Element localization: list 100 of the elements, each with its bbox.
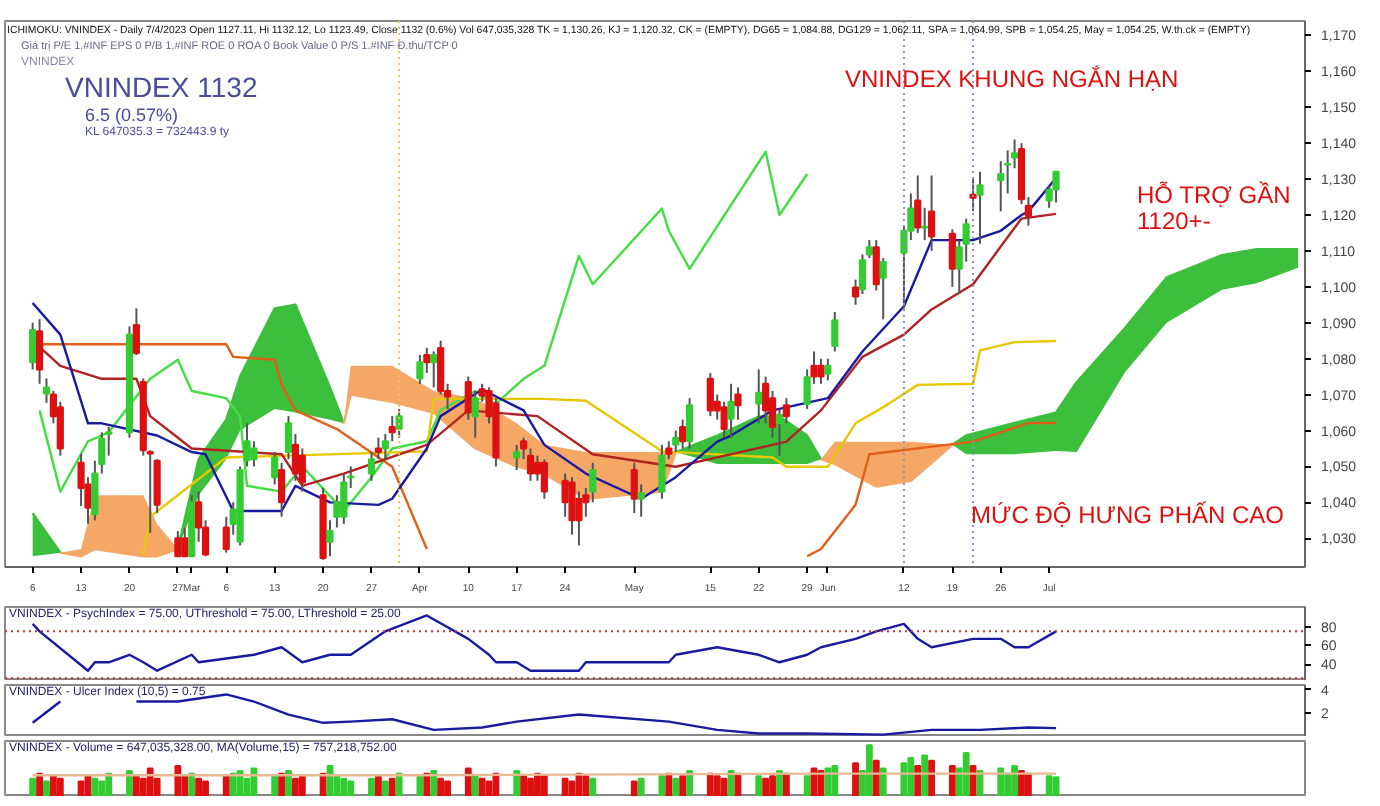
- bar: [520, 775, 528, 796]
- bar: [658, 775, 666, 796]
- candlestick: [430, 350, 438, 389]
- bar: [471, 775, 479, 796]
- candlestick: [658, 443, 666, 500]
- bar: [561, 777, 569, 796]
- annotation: MỨC ĐỘ HƯNG PHẤN CAO: [971, 501, 1285, 529]
- candlestick: [540, 458, 548, 500]
- bar: [464, 767, 472, 796]
- bar: [637, 777, 645, 796]
- candlestick: [706, 372, 714, 418]
- candlestick: [921, 206, 929, 242]
- bar: [229, 772, 237, 796]
- bar: [202, 780, 209, 796]
- candlestick: [630, 461, 638, 515]
- bar: [755, 775, 763, 796]
- bar: [340, 777, 348, 796]
- bar: [852, 762, 859, 796]
- bar: [381, 780, 389, 796]
- annotation: VNINDEX 1132: [65, 71, 258, 103]
- bar: [803, 775, 811, 796]
- annotation: 6.5 (0.57%): [85, 105, 179, 125]
- bar: [236, 770, 244, 796]
- bar: [686, 770, 693, 796]
- bar: [444, 780, 451, 796]
- bar: [416, 775, 424, 796]
- bar: [568, 780, 576, 796]
- bar: [921, 754, 929, 796]
- bar: [222, 775, 230, 796]
- bar: [292, 777, 299, 796]
- annotation: VNINDEX KHUNG NGẮN HẠN: [845, 65, 1179, 93]
- candlestick: [575, 490, 583, 547]
- bar: [969, 764, 977, 796]
- bar: [679, 775, 687, 796]
- candlestick: [1052, 170, 1060, 204]
- bar: [298, 775, 306, 796]
- candlestick: [817, 357, 825, 385]
- bar: [347, 780, 355, 796]
- candlestick: [388, 415, 396, 443]
- bar: [672, 777, 680, 796]
- candlestick: [250, 440, 258, 468]
- bar: [1045, 775, 1053, 796]
- candlestick: [928, 174, 936, 252]
- bar: [437, 777, 445, 796]
- candlestick: [879, 257, 887, 321]
- candlestick: [914, 174, 922, 234]
- bar: [914, 764, 922, 796]
- candlestick: [637, 483, 645, 518]
- candlestick: [824, 357, 832, 382]
- bar: [776, 770, 783, 796]
- bar: [485, 780, 493, 796]
- bar: [374, 775, 382, 796]
- bar: [872, 759, 880, 796]
- bar: [478, 777, 486, 796]
- bar: [630, 780, 638, 796]
- candlestick: [679, 418, 687, 450]
- bar: [720, 777, 728, 796]
- bar: [706, 772, 714, 796]
- bar: [589, 777, 597, 796]
- bar: [1052, 776, 1060, 796]
- candlestick: [948, 228, 956, 288]
- annotation: HỖ TRỢ GẦN 1120+-: [1137, 181, 1291, 235]
- bar: [865, 744, 873, 796]
- bar: [1004, 772, 1012, 796]
- bar: [513, 770, 521, 796]
- bar: [319, 772, 327, 796]
- candlestick: [755, 368, 763, 425]
- candlestick: [685, 397, 694, 450]
- bar: [388, 777, 396, 796]
- bar: [782, 772, 790, 796]
- bar: [188, 772, 196, 796]
- bar: [1011, 764, 1018, 796]
- bar: [962, 751, 970, 796]
- bar: [195, 777, 203, 796]
- candlestick: [395, 407, 403, 439]
- candlestick: [831, 310, 839, 353]
- bar: [285, 770, 292, 796]
- bar: [423, 772, 431, 796]
- candlestick: [513, 443, 521, 472]
- bar: [762, 777, 770, 796]
- bar: [769, 775, 776, 796]
- bar: [368, 777, 375, 796]
- bar: [395, 772, 403, 796]
- candlestick: [727, 382, 735, 439]
- bar: [582, 775, 590, 796]
- bar: [430, 770, 438, 796]
- bar: [928, 759, 936, 796]
- candlestick: [976, 170, 984, 245]
- candlestick: [416, 354, 424, 385]
- bar: [665, 772, 673, 796]
- candlestick: [340, 472, 348, 525]
- bar: [1024, 772, 1032, 796]
- bar: [713, 775, 721, 796]
- bar: [278, 772, 286, 796]
- candlestick: [243, 422, 251, 468]
- candlestick: [326, 519, 334, 558]
- bar: [907, 757, 915, 796]
- bar: [271, 775, 279, 796]
- bar: [948, 764, 956, 796]
- bar: [831, 764, 839, 796]
